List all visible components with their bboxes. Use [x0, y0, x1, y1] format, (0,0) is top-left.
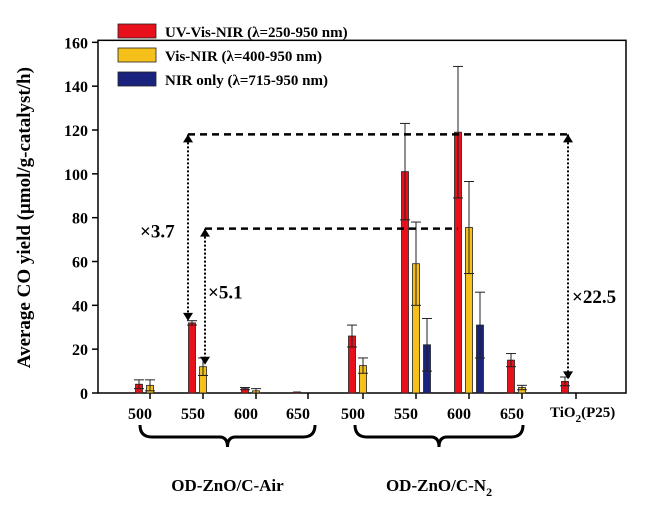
legend-label: Vis-NIR (λ=400-950 nm) — [165, 49, 322, 65]
group-label: OD-ZnO/C-N2 — [386, 476, 492, 499]
x-tick-label: 500 — [341, 406, 365, 423]
group-bracket — [138, 424, 317, 448]
legend-swatch — [117, 71, 157, 87]
plot-frame — [97, 39, 627, 394]
y-tick-label: 20 — [72, 342, 88, 359]
fold-label: ×5.1 — [208, 282, 243, 303]
y-tick-label: 0 — [80, 386, 88, 403]
legend-label: UV-Vis-NIR (λ=250-950 nm) — [165, 25, 348, 41]
x-tick-label: 600 — [447, 406, 471, 423]
arrow-head-up — [183, 134, 193, 143]
fold-label: ×3.7 — [140, 222, 175, 243]
legend-swatch — [117, 47, 157, 63]
x-tick-label: 650 — [286, 406, 310, 423]
arrow-head-down — [563, 371, 573, 380]
x-tick-label-tio2: TiO2(P25) — [550, 405, 615, 425]
y-tick-label: 80 — [72, 211, 88, 228]
x-tick-label: 600 — [234, 406, 258, 423]
y-tick-label: 40 — [72, 298, 88, 315]
y-axis-label: Average CO yield (μmol/g-catalyst/h) — [14, 67, 35, 368]
x-tick-label: 550 — [394, 406, 418, 423]
y-tick-label: 140 — [64, 79, 88, 96]
group-bracket — [353, 424, 525, 448]
x-tick-label: 650 — [500, 406, 524, 423]
y-tick-label: 100 — [64, 167, 88, 184]
arrow-head-up — [200, 228, 210, 237]
y-tick-label: 60 — [72, 255, 88, 272]
legend-swatch — [117, 23, 157, 39]
arrow-head-down — [183, 312, 193, 321]
bar-0-3 — [293, 391, 301, 394]
y-tick-label: 120 — [64, 123, 88, 140]
x-tick-label: 500 — [128, 406, 152, 423]
arrow-head-down — [200, 356, 210, 365]
fold-label: ×22.5 — [572, 287, 616, 308]
group-label: OD-ZnO/C-Air — [171, 476, 284, 495]
legend-label: NIR only (λ=715-950 nm) — [165, 73, 328, 89]
x-tick-label: 550 — [181, 406, 205, 423]
bar-0-1 — [188, 322, 196, 394]
arrow-head-up — [563, 134, 573, 143]
y-tick-label: 160 — [64, 35, 88, 52]
